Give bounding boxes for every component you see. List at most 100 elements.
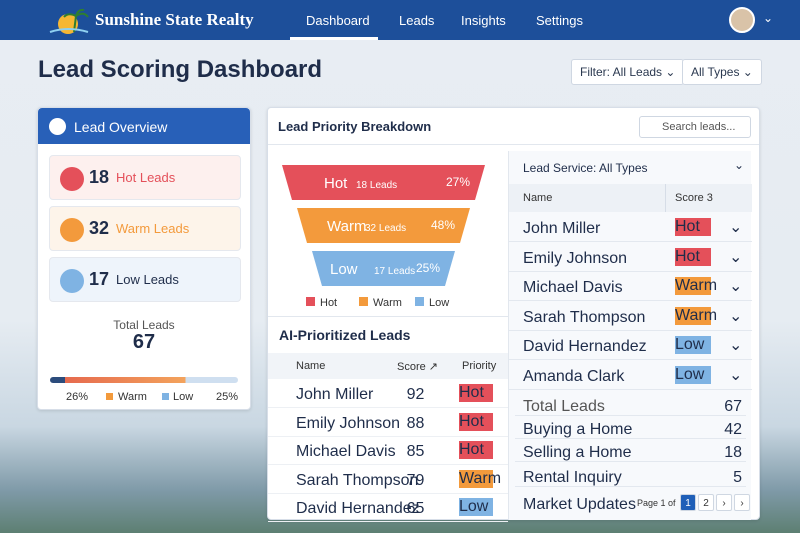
expand-button[interactable]: ⌄ — [729, 366, 743, 384]
filter-button[interactable]: Filter: All Leads ⌄ — [571, 59, 685, 85]
summary-label: Buying a Home — [523, 421, 633, 438]
priority-pill: Low — [675, 365, 711, 384]
row-divider — [268, 464, 508, 465]
priority-pill: Low — [675, 336, 711, 354]
expand-button[interactable]: ⌄ — [729, 337, 743, 354]
legend-swatch — [306, 297, 315, 306]
stat-box: 18 Hot Leads — [49, 155, 241, 200]
expand-button[interactable]: ⌄ — [729, 307, 743, 325]
priority-pill: Hot — [459, 384, 493, 402]
divider — [665, 184, 666, 212]
page-button[interactable]: 1 — [680, 494, 696, 511]
divider — [268, 316, 508, 317]
funnel-segment — [297, 208, 470, 243]
summary-value: 67 — [724, 398, 742, 415]
stat-label: Low Leads — [116, 272, 179, 287]
summary-value: 42 — [724, 421, 742, 438]
page-title: Lead Scoring Dashboard — [38, 56, 323, 83]
lead-name: John Miller — [523, 220, 601, 237]
stat-icon — [60, 167, 84, 191]
card-title: Lead Overview — [74, 119, 168, 135]
type-button[interactable]: All Types ⌄ — [682, 59, 762, 85]
lead-name: John Miller — [296, 386, 374, 403]
bar-legend: 25% — [216, 391, 239, 403]
card-title: Lead Priority Breakdown — [278, 119, 432, 134]
funnel-name: Low — [330, 261, 358, 278]
row-divider — [509, 241, 752, 242]
priority-pill: Hot — [675, 218, 711, 236]
expand-button[interactable]: ⌄ — [729, 278, 743, 295]
row-divider — [515, 486, 746, 487]
lead-score: 92 — [406, 386, 425, 403]
expand-button[interactable]: ⌄ — [729, 248, 743, 266]
column-header: Priority — [462, 360, 497, 372]
page-label: Page 1 of — [637, 498, 676, 508]
priority-pill: Hot — [459, 441, 493, 459]
lead-score: 85 — [406, 443, 425, 460]
bar-legend: 26% — [66, 391, 89, 403]
row-divider — [515, 461, 746, 462]
lead-name: Michael Davis — [296, 443, 396, 460]
priority-pill: Low — [459, 498, 493, 516]
funnel-name: Warm — [327, 218, 366, 235]
summary-label: Total Leads — [523, 398, 605, 415]
row-divider — [268, 521, 508, 522]
summary-label: Market Updates — [523, 496, 636, 513]
funnel-percent: 27% — [446, 175, 470, 189]
page-button[interactable]: 2 — [698, 494, 714, 511]
top-bar: Sunshine State Realty ⌄ Dashboard Leads In… — [0, 0, 800, 40]
priority-pill: Warm — [459, 469, 502, 488]
legend-label: Warm — [373, 297, 402, 309]
legend-swatch — [359, 297, 368, 306]
lead-name: Michael Davis — [523, 279, 623, 296]
nav-item: Settings — [536, 13, 583, 28]
priority-pill: Warm — [675, 306, 718, 325]
summary-value: 18 — [724, 444, 742, 461]
search-placeholder: Search leads... — [662, 121, 736, 133]
funnel-leads: 17 Leads — [374, 266, 415, 277]
stat-icon — [60, 218, 84, 242]
funnel-segment — [282, 165, 485, 200]
lead-name: David Hernandez — [523, 338, 647, 355]
chevron[interactable]: ⌄ — [734, 158, 745, 172]
stat-icon — [60, 269, 84, 293]
search-box[interactable]: Search leads... — [639, 116, 751, 138]
lead-score: 65 — [406, 500, 425, 517]
row-divider — [515, 438, 746, 439]
summary-label: Rental Inquiry — [523, 469, 622, 486]
lead-name: Sarah Thompson — [296, 471, 419, 489]
summary-label: Selling a Home — [523, 444, 632, 461]
page-button[interactable]: › — [716, 494, 732, 511]
service-panel: Lead Service: All Types ⌄ Name Score 3 P… — [508, 151, 752, 520]
summary-value: 5 — [733, 469, 742, 486]
expand-button[interactable]: ⌄ — [729, 219, 743, 236]
table-header — [268, 353, 508, 379]
type-label: All Types — [691, 65, 740, 79]
funnel-leads: 18 Leads — [356, 180, 397, 191]
page-button[interactable]: › — [734, 494, 750, 511]
bar-legend: Warm — [118, 391, 147, 403]
stat-box: 17 Low Leads — [49, 257, 241, 302]
profile-chevron[interactable]: ⌄ — [763, 11, 774, 25]
column-header: Name — [523, 192, 553, 204]
lead-name: Emily Johnson — [296, 414, 401, 432]
row-divider — [509, 329, 752, 331]
lead-name: Sarah Thompson — [523, 308, 646, 326]
column-header: Name — [296, 360, 326, 372]
funnel-leads: 32 Leads — [365, 223, 406, 234]
stat-count: 32 — [89, 218, 110, 238]
avatar[interactable] — [729, 7, 755, 33]
priority-pill: Hot — [459, 412, 493, 431]
nav-item: Leads — [399, 13, 435, 28]
section-title: AI-Prioritized Leads — [279, 327, 411, 343]
legend-label: Hot — [320, 297, 337, 309]
service-title[interactable]: Lead Service: All Types — [523, 161, 648, 175]
funnel-segment — [312, 251, 455, 286]
stat-label: Hot Leads — [116, 170, 176, 185]
stat-label: Warm Leads — [116, 221, 190, 236]
row-divider — [509, 300, 752, 301]
funnel-name: Hot — [324, 175, 348, 192]
bar-legend: Low — [173, 391, 194, 403]
